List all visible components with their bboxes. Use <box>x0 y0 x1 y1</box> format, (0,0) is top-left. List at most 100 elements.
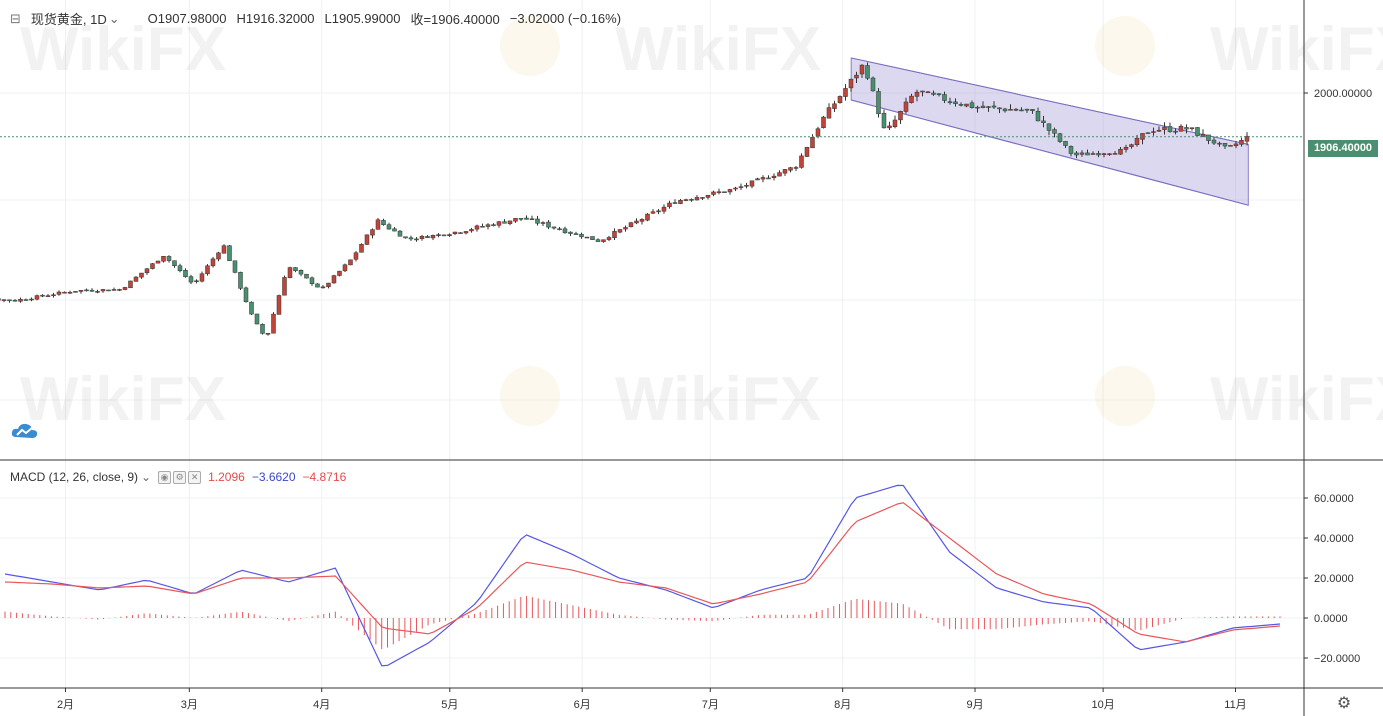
candle-body <box>584 236 590 239</box>
channel-lower-line <box>851 99 1249 206</box>
candle-body <box>1239 140 1244 145</box>
gear-icon[interactable]: ⚙ <box>1336 695 1352 712</box>
macd-tick-label: 40.0000 <box>1314 533 1354 545</box>
candle-body <box>590 236 595 240</box>
candle-body <box>1162 126 1167 130</box>
candle-body <box>524 217 529 220</box>
candle-body <box>1063 141 1068 146</box>
candle-body <box>100 289 106 292</box>
candle-body <box>40 294 45 297</box>
macd-chevron-icon[interactable]: ⌄ <box>141 470 152 484</box>
candle-body <box>628 222 634 228</box>
candle-body <box>903 101 909 112</box>
candle-body <box>507 220 513 224</box>
candle-body <box>766 177 771 180</box>
candle-body <box>678 199 683 204</box>
candle-body <box>452 231 458 235</box>
interval-chevron-icon[interactable]: ⌄ <box>108 10 120 26</box>
candle-body <box>579 234 584 238</box>
candle-body <box>733 187 738 190</box>
high-value: H1916.32000 <box>236 11 315 26</box>
candle-body <box>150 263 155 269</box>
candle-body <box>920 90 925 93</box>
candle-body <box>337 270 342 276</box>
candle-body <box>469 229 474 232</box>
candle-body <box>232 260 238 273</box>
price-tick-label: 2000.00000 <box>1314 88 1372 100</box>
candle-body <box>749 180 755 187</box>
candle-body <box>78 290 84 292</box>
candle-body <box>254 313 260 325</box>
candle-body <box>45 295 51 297</box>
candle-body <box>595 239 601 242</box>
candle-body <box>793 167 799 169</box>
candle-body <box>1107 153 1112 155</box>
candle-body <box>1178 125 1184 132</box>
candle-body <box>848 78 854 89</box>
candle-body <box>837 96 843 103</box>
candle-body <box>1129 144 1134 147</box>
candle-body <box>551 226 557 229</box>
candle-body <box>271 313 276 334</box>
candle-body <box>540 222 546 224</box>
candle-body <box>694 197 700 201</box>
candle-body <box>909 95 914 103</box>
candle-body <box>529 218 535 221</box>
candle-body <box>359 244 364 253</box>
candle-body <box>117 289 122 291</box>
candle-body <box>1019 109 1024 112</box>
close-icon[interactable]: ✕ <box>188 470 202 484</box>
candle-body <box>1184 127 1189 130</box>
candle-body <box>23 299 29 301</box>
candle-body <box>1057 133 1063 142</box>
candle-body <box>1195 127 1200 136</box>
candle-body <box>617 229 623 233</box>
candle-body <box>408 237 414 240</box>
candle-body <box>810 137 815 149</box>
symbol-label[interactable]: 现货黄金, 1D <box>30 12 107 27</box>
signal-line <box>4 502 1281 643</box>
eye-icon[interactable]: ◉ <box>158 470 172 484</box>
candle-body <box>304 273 309 279</box>
candle-body <box>953 101 958 104</box>
candle-body <box>975 106 980 109</box>
candle-body <box>667 202 672 207</box>
candle-body <box>639 219 645 222</box>
candle-body <box>73 291 78 293</box>
candle-body <box>1151 131 1156 133</box>
candle-body <box>238 271 243 289</box>
candle-body <box>67 291 73 294</box>
main-legend: ⊟ 现货黄金, 1D ⌄ O1907.98000 H1916.32000 L19… <box>10 9 621 28</box>
cloud-icon[interactable] <box>10 420 40 442</box>
watermark-logo <box>1095 366 1155 426</box>
candle-body <box>1002 108 1008 112</box>
candle-body <box>84 289 89 292</box>
candle-body <box>1085 152 1090 156</box>
candle-body <box>474 225 480 230</box>
watermark-text: WikiFX <box>1210 15 1383 84</box>
candle-body <box>513 218 518 222</box>
settings-icon[interactable]: ⚙ <box>173 470 187 484</box>
collapse-icon[interactable]: ⊟ <box>10 10 21 26</box>
month-label: 5月 <box>441 699 458 711</box>
candle-body <box>128 280 133 289</box>
candle-body <box>1079 152 1085 155</box>
month-label: 9月 <box>966 699 983 711</box>
candle-body <box>155 260 161 264</box>
candle-body <box>601 239 606 242</box>
candle-body <box>1046 123 1052 131</box>
candle-body <box>199 273 205 282</box>
macd-label[interactable]: MACD (12, 26, close, 9) <box>10 470 139 484</box>
candle-body <box>782 169 788 174</box>
candle-body <box>249 301 254 315</box>
candle-body <box>414 238 419 241</box>
candle-body <box>799 155 804 168</box>
candle-body <box>34 295 40 300</box>
candlestick-series <box>0 62 1250 336</box>
candle-body <box>1008 109 1013 111</box>
candle-body <box>804 146 810 157</box>
close-value: 收=1906.40000 <box>410 12 500 27</box>
watermark-logo <box>500 366 560 426</box>
candle-body <box>1101 153 1107 155</box>
